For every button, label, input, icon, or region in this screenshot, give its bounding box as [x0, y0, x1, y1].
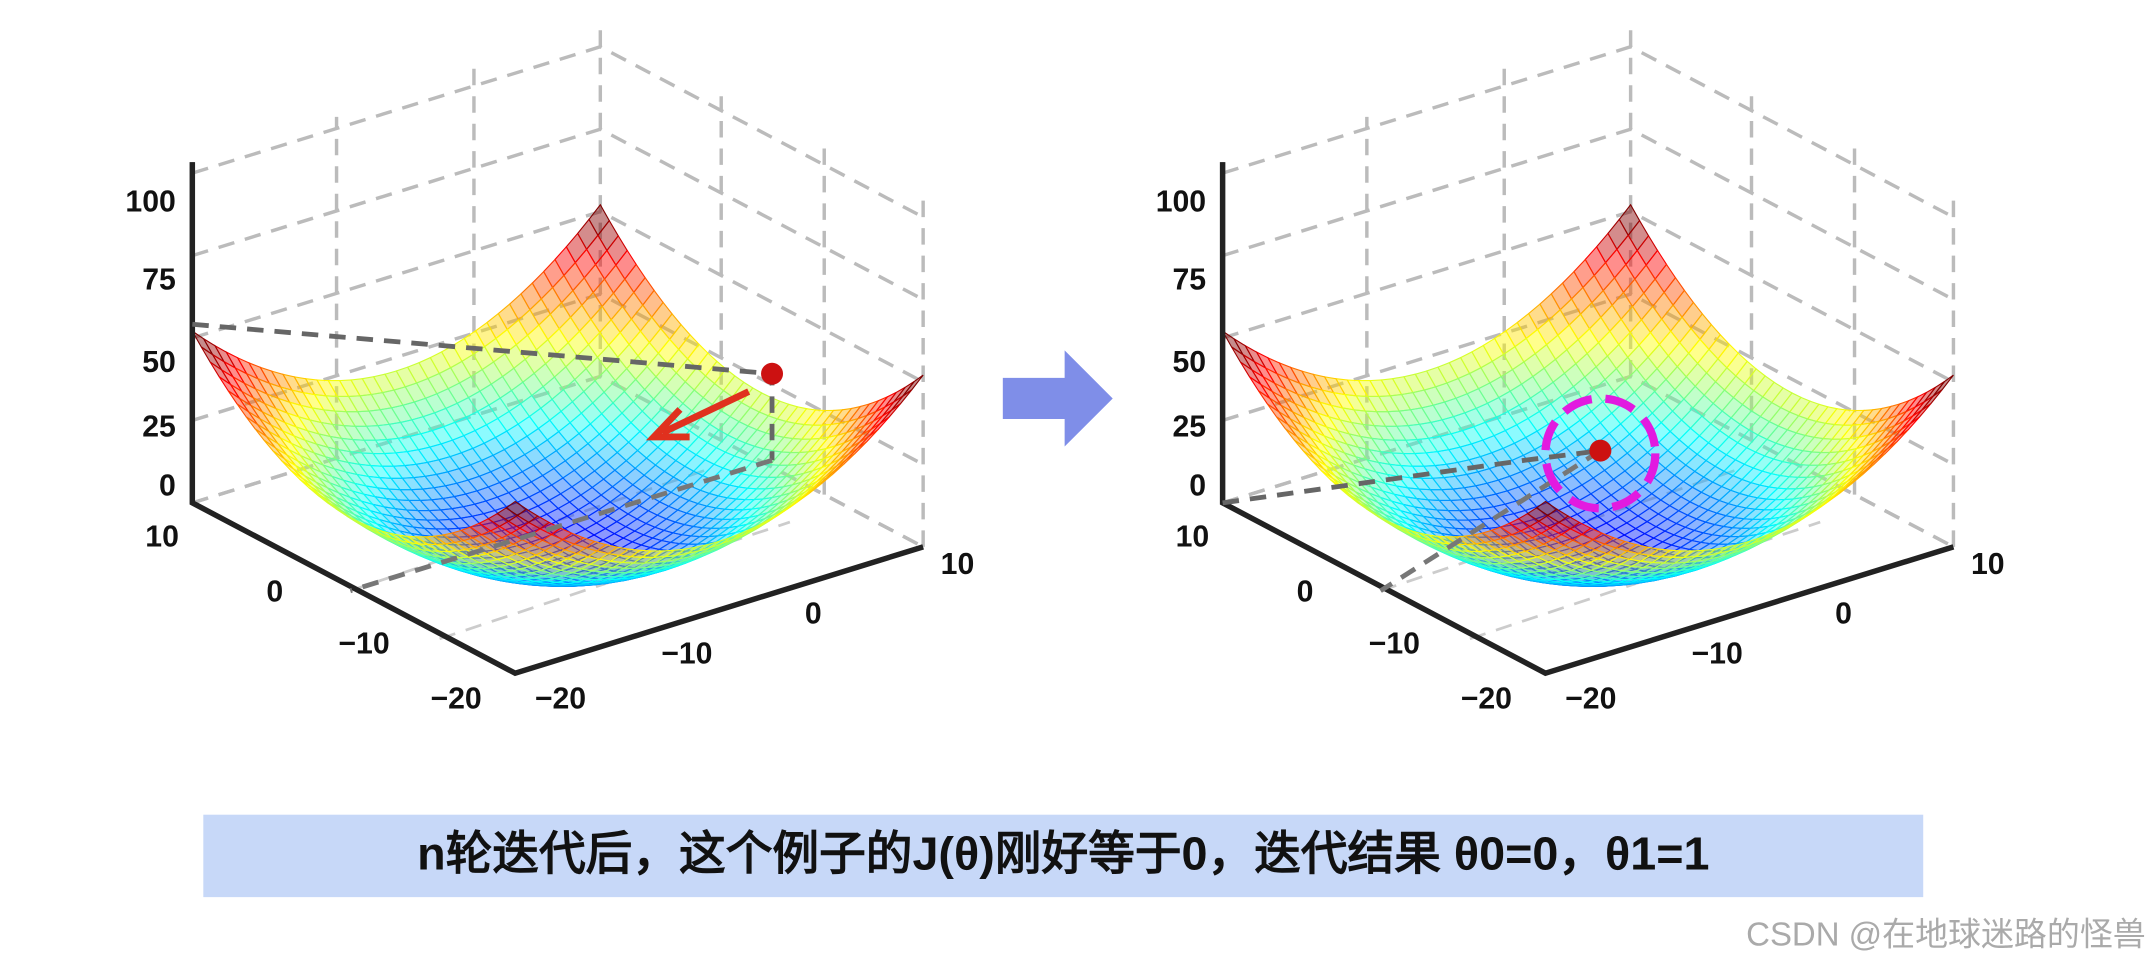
surface-cell	[1535, 500, 1558, 517]
descent-arrow	[660, 388, 751, 436]
watermark: CSDN @在地球迷路的怪兽	[1746, 916, 2146, 953]
y-tick-label: 0	[1835, 597, 1852, 630]
z-tick-label: 100	[1156, 185, 1206, 218]
z-tick-label: 0	[1189, 470, 1206, 503]
y-tick-label: −20	[1565, 683, 1616, 716]
highlight-circle	[1541, 394, 1660, 513]
x-tick-label: −10	[1369, 628, 1420, 661]
grid-line	[1380, 465, 1746, 593]
grid-line	[191, 127, 924, 302]
z-tick-label: 50	[142, 346, 176, 379]
x-tick-label: 10	[1176, 521, 1210, 554]
grid-line	[191, 44, 924, 219]
y-tick-label: 10	[1971, 548, 2005, 581]
caption: n轮迭代后，这个例子的J(θ)刚好等于0，迭代结果 θ0=0，θ1=1	[417, 828, 1709, 880]
y-tick-label: −10	[661, 637, 712, 670]
arrow-head	[645, 407, 690, 441]
z-tick-label: 50	[1173, 346, 1207, 379]
transition-arrow	[1002, 350, 1113, 447]
grid-line	[1222, 448, 1601, 506]
y-tick-label: −20	[535, 683, 586, 716]
grid-line	[191, 209, 924, 384]
grid-line	[349, 457, 773, 594]
z-tick-label: 0	[159, 470, 176, 503]
y-tick-label: 10	[941, 548, 975, 581]
x-tick-label: 0	[266, 576, 283, 609]
grid-line	[191, 292, 924, 466]
axis	[189, 162, 924, 677]
z-tick-label: 75	[1173, 264, 1207, 297]
z-tick-label: 100	[125, 185, 175, 218]
current-point	[761, 362, 784, 385]
x-tick-label: −20	[1461, 683, 1512, 716]
caption-box	[203, 814, 1924, 898]
y-tick-label: 0	[805, 597, 822, 630]
x-tick-label: −10	[338, 628, 389, 661]
grid-line	[1379, 448, 1602, 593]
grid-line	[349, 465, 715, 593]
z-tick-label: 25	[142, 411, 176, 444]
z-tick-label: 75	[142, 264, 176, 297]
surface-cell	[505, 500, 528, 517]
z-tick-label: 25	[1173, 411, 1207, 444]
grid-line	[1222, 209, 1955, 384]
minimum-point	[1589, 439, 1612, 462]
grid-line	[1222, 292, 1955, 466]
x-tick-label: 0	[1297, 576, 1314, 609]
grid-line	[1222, 127, 1955, 302]
y-tick-label: −10	[1692, 637, 1743, 670]
x-tick-label: 10	[145, 521, 179, 554]
grid-line	[1222, 44, 1955, 219]
x-tick-label: −20	[430, 683, 481, 716]
